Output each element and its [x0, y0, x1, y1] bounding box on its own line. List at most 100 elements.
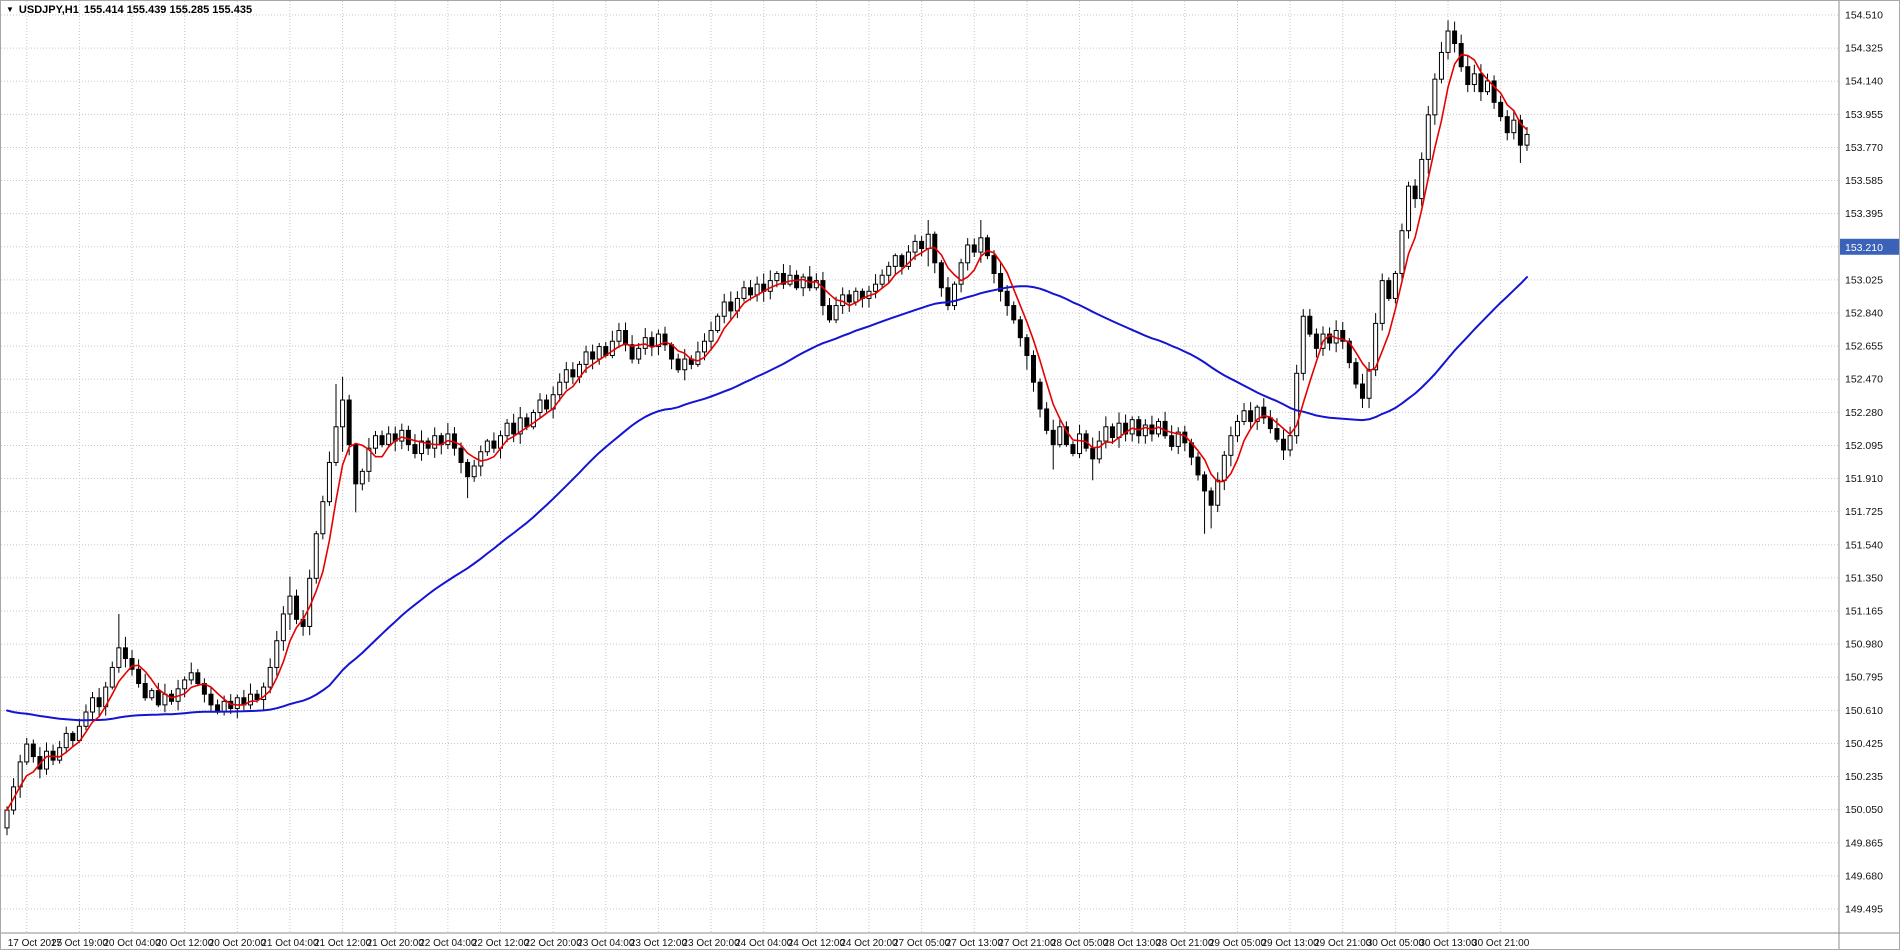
candle [1399, 223, 1405, 281]
candle [234, 694, 240, 719]
candle [952, 281, 958, 311]
candle [1412, 179, 1418, 208]
candle [708, 321, 714, 351]
candle [820, 271, 826, 316]
candle [333, 384, 339, 467]
time-axis-label: 21 Oct 04:00 [261, 938, 319, 949]
candle [958, 258, 964, 293]
current-price-tag: 153.210 [1840, 238, 1899, 255]
candle [504, 418, 510, 443]
candle [1254, 404, 1260, 430]
candle [412, 434, 418, 459]
candle [1419, 152, 1425, 207]
candle [991, 250, 997, 284]
price-axis-label: 151.165 [1845, 606, 1883, 618]
candle [17, 754, 23, 798]
candle [905, 245, 911, 270]
candle [1215, 472, 1221, 512]
candle [879, 269, 885, 289]
chart-header: ▼ USDJPY,H1 155.414 155.439 155.285 155.… [6, 4, 252, 16]
candle [392, 426, 398, 452]
candle [649, 331, 655, 357]
candle [1228, 426, 1234, 467]
candle [998, 263, 1004, 302]
candle [557, 373, 563, 402]
candle [129, 650, 135, 676]
time-axis-label: 27 Oct 05:00 [893, 938, 951, 949]
candle [1445, 20, 1451, 60]
price-axis-label: 150.235 [1845, 771, 1883, 783]
candle [1313, 328, 1319, 358]
ma-fast-line [6, 53, 1528, 811]
candle [537, 393, 543, 419]
time-axis-label: 23 Oct 20:00 [682, 938, 740, 949]
candle [1281, 429, 1287, 460]
candle [109, 661, 115, 690]
candle [846, 290, 852, 312]
time-axis-label: 27 Oct 21:00 [998, 938, 1056, 949]
time-axis-label: 23 Oct 12:00 [630, 938, 688, 949]
candle [938, 259, 944, 297]
chart-panel-toggle-icon[interactable]: ▼ [6, 5, 14, 14]
candle [886, 261, 892, 284]
candle [116, 613, 122, 673]
price-axis-label: 150.610 [1845, 705, 1883, 717]
candle [1287, 426, 1293, 457]
candle [379, 430, 385, 448]
candle [642, 328, 648, 355]
candle [695, 341, 701, 367]
price-axis-label: 153.955 [1845, 109, 1883, 121]
candle [103, 681, 109, 716]
price-axis-label: 152.280 [1845, 407, 1883, 419]
candle [1116, 412, 1122, 448]
candle [267, 658, 273, 694]
price-axis-label: 152.840 [1845, 308, 1883, 320]
candle [517, 407, 523, 444]
price-axis-label: 154.325 [1845, 43, 1883, 55]
price-axis-label: 150.050 [1845, 804, 1883, 816]
candle [136, 659, 142, 688]
candle [655, 329, 661, 356]
candles-layer [4, 20, 1530, 836]
candle [70, 731, 76, 747]
candle [701, 333, 707, 361]
candle [63, 726, 69, 754]
candle [1300, 309, 1306, 381]
price-axis-label: 151.910 [1845, 473, 1883, 485]
candle [550, 386, 556, 419]
candle [1175, 427, 1181, 455]
price-axis-label: 151.350 [1845, 572, 1883, 584]
candle [530, 409, 536, 430]
price-axis-label: 151.540 [1845, 539, 1883, 551]
candle [1359, 373, 1365, 408]
candle [313, 530, 319, 584]
candle [1485, 73, 1490, 95]
candle [1524, 127, 1530, 151]
candle [247, 683, 253, 710]
candle [1425, 105, 1431, 174]
candle [491, 432, 497, 453]
candle [326, 451, 332, 506]
candle [1017, 316, 1023, 347]
candle [43, 742, 49, 775]
price-axis-label: 150.425 [1845, 738, 1883, 750]
time-axis-label: 27 Oct 13:00 [946, 938, 1004, 949]
candle [208, 687, 214, 711]
candle [767, 270, 773, 300]
candle [800, 273, 806, 297]
candle [96, 688, 102, 717]
candle [30, 739, 36, 763]
candle [419, 430, 425, 461]
candle [1195, 452, 1201, 481]
candle [346, 394, 352, 456]
candle [1202, 471, 1208, 534]
candle [1491, 75, 1497, 109]
candle [1307, 309, 1313, 337]
time-axis-label: 21 Oct 12:00 [314, 938, 372, 949]
ohlc-values-label: 155.414 155.439 155.285 155.435 [83, 4, 253, 16]
candle [241, 689, 247, 711]
price-axis[interactable]: 154.510 154.325 154.140 153.955 153.770 153.5… [1838, 1, 1899, 950]
candle [728, 291, 734, 321]
